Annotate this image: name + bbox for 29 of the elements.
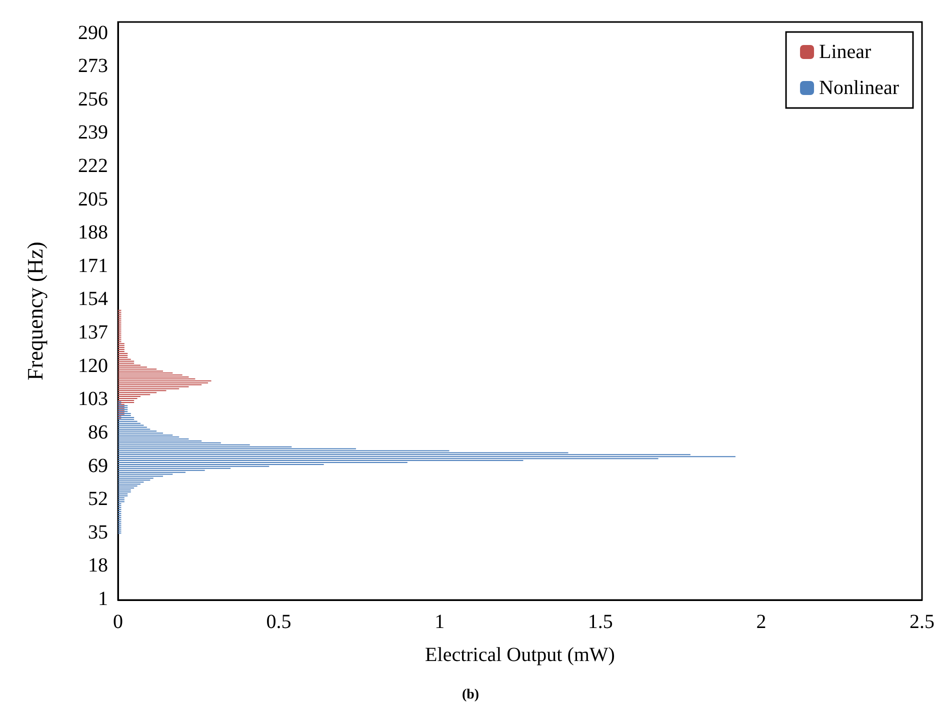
y-tick-label: 120 [78,354,108,377]
y-tick-label: 86 [88,421,108,444]
y-tick-label: 273 [78,55,108,78]
x-axis-title: Electrical Output (mW) [425,644,615,666]
x-tick-label: 2.5 [910,611,934,633]
y-tick-label: 290 [78,22,108,44]
y-tick-label: 52 [88,488,108,510]
legend-label: Linear [819,41,872,63]
y-axis-title: Frequency (Hz) [22,242,48,380]
y-tick-label: 188 [78,222,108,244]
y-tick-label: 222 [78,155,108,178]
y-tick-label: 18 [88,554,108,577]
y-tick-label: 239 [78,122,108,144]
x-tick-label: 2 [756,611,766,633]
y-tick-label: 137 [78,322,108,344]
y-tick-label: 171 [78,254,108,277]
y-tick-label: 103 [78,388,108,410]
text: (b) [462,688,480,702]
legend-label: Nonlinear [819,77,900,99]
x-tick-label: 1.5 [588,611,613,633]
y-tick-label: 1 [98,588,108,610]
x-tick-label: 1 [434,611,445,633]
y-tick-label: 154 [78,288,108,310]
x-tick-label: 0.5 [266,611,292,633]
y-tick-label: 256 [78,88,108,110]
y-tick-label: 69 [88,454,108,477]
y-tick-label: 205 [78,188,108,210]
y-tick-label: 35 [88,521,108,544]
x-tick-label: 0 [113,611,123,633]
